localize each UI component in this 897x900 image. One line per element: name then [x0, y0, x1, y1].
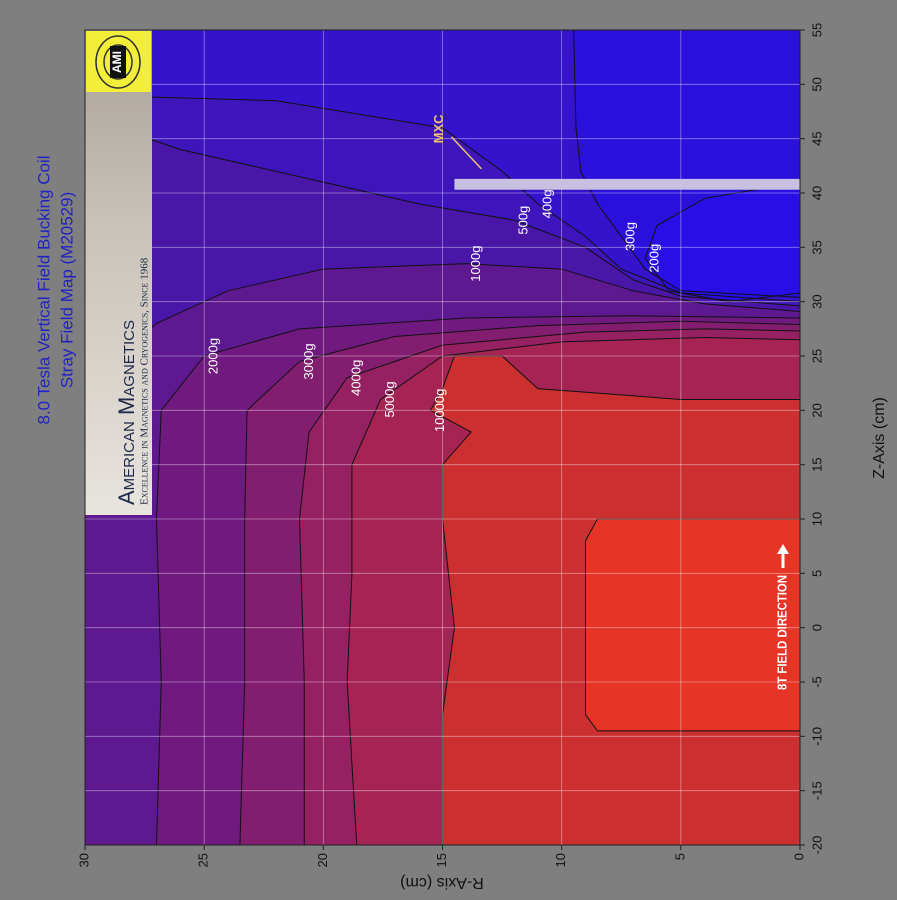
chart-subtitle: Stray Field Map (M20529): [57, 192, 76, 389]
contour-line: [85, 116, 800, 307]
overlays: AMI American Magnetics Excellence in Mag…: [85, 30, 800, 690]
mxc-arrow: [450, 136, 482, 170]
contour-fill: [585, 519, 800, 731]
field-direction-label: 8T FIELD DIRECTION: [774, 575, 789, 690]
contour-line: [155, 315, 800, 845]
contour-label: 2000g: [206, 338, 221, 374]
y-axis-label: R-Axis (cm): [400, 874, 484, 891]
contour-line: [85, 263, 800, 389]
x-tick-label: -10: [809, 727, 824, 746]
logo-swirl: [95, 35, 141, 89]
y-tick-label: 15: [434, 853, 449, 867]
contour-line: [429, 355, 800, 845]
y-tick-label: 25: [196, 853, 211, 867]
y-tick-label: 20: [315, 853, 330, 867]
mxc-bar: [454, 178, 800, 190]
x-tick-label: 45: [809, 131, 824, 145]
contour-line: [298, 328, 800, 845]
contour-line: [346, 337, 800, 845]
mxc-label: MXC: [431, 114, 446, 144]
contour-label: 5000g: [382, 381, 397, 417]
plot-frame: [84, 29, 801, 846]
x-tick-label: 35: [809, 240, 824, 254]
x-tick-label: 50: [809, 77, 824, 91]
logo-badge: [110, 46, 126, 78]
x-tick-label: 15: [809, 457, 824, 471]
contour-label: 200g: [647, 244, 662, 273]
x-tick-label: 0: [809, 624, 824, 631]
contour-line: [573, 30, 800, 298]
x-tick-label: 20: [809, 403, 824, 417]
x-tick-label: -15: [809, 781, 824, 800]
y-tick-label: 5: [672, 853, 687, 860]
x-tick-label: -20: [809, 836, 824, 855]
y-tick-label: 0: [791, 853, 806, 860]
logo-swirl: [103, 44, 133, 80]
y-tick-label: 10: [553, 853, 568, 867]
contour-line: [585, 518, 800, 732]
contour-label: 4000g: [349, 360, 364, 396]
y-tick-label: 30: [76, 853, 91, 867]
contour-line: [644, 181, 800, 303]
rotated-chart: 8.0 Tesla Vertical Field Bucking Coil St…: [34, 23, 888, 891]
x-tick-label: -5: [809, 676, 824, 688]
chart-title: 8.0 Tesla Vertical Field Bucking Coil: [34, 156, 53, 425]
x-tick-label: 40: [809, 186, 824, 200]
plot-area: 300g 400g 500g 1000g 2000g 3000g 4000g 5000g 100…: [85, 30, 800, 845]
x-axis-label: Z-Axis (cm): [871, 397, 888, 479]
x-tick-label: 30: [809, 294, 824, 308]
x-tick-label: 55: [809, 23, 824, 37]
field-arrow-head: [777, 544, 789, 554]
contour-label: 300g: [623, 222, 638, 251]
contour-line: [239, 320, 800, 845]
x-tick-label: 10: [809, 512, 824, 526]
logo-box: [85, 30, 152, 515]
logo-tagline: Excellence in Magnetics and Cryogenics, …: [139, 257, 151, 505]
logo-name: American Magnetics: [114, 320, 139, 505]
contour-label: 3000g: [301, 343, 316, 379]
contour-label: 1000g: [468, 246, 483, 282]
contour-label: 10000g: [432, 389, 447, 432]
contour-line: [85, 94, 800, 303]
contour-fill: [645, 182, 800, 302]
logo-mark: AMI: [110, 51, 124, 73]
x-tick-label: 25: [809, 349, 824, 363]
contour-label: 500g: [515, 206, 530, 235]
x-tick-label: 5: [809, 570, 824, 577]
contour-label: 400g: [539, 189, 554, 218]
